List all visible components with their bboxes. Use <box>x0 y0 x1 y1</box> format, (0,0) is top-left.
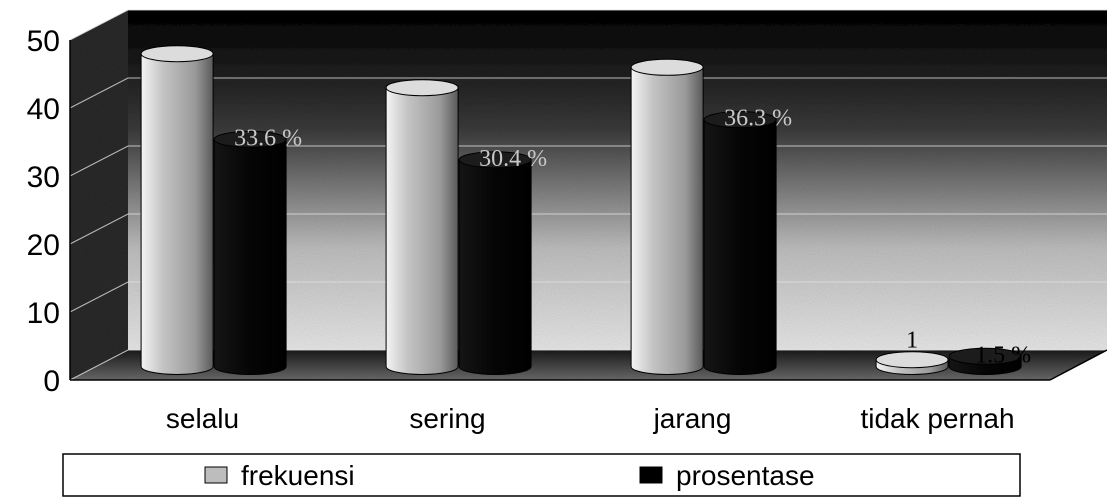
y-tick-label: 40 <box>27 93 60 126</box>
y-axis-ticks: 0 10 20 30 40 50 <box>27 25 60 398</box>
y-tick-label: 50 <box>27 25 60 58</box>
bar-top <box>385 79 459 97</box>
bar-prosentase-tidak-pernah <box>948 347 1022 375</box>
bar-body <box>703 119 777 375</box>
bar-body <box>140 53 214 375</box>
data-label: 1.5 % <box>975 342 1031 368</box>
chart-floor <box>70 350 1107 380</box>
legend-label: frekuensi <box>241 460 355 491</box>
bar-top <box>213 130 287 148</box>
legend-swatch <box>204 466 228 484</box>
chart-back-wall <box>128 10 1107 350</box>
category-labels: selalu sering jarang tidak pernah <box>166 403 1015 434</box>
bar-body <box>213 138 287 375</box>
data-label: 36.3 % <box>724 106 792 132</box>
bar-top <box>630 58 704 76</box>
legend-swatch <box>639 466 663 484</box>
legend: frekuensi prosentase <box>62 453 1021 497</box>
bar-frekuensi-tidak-pernah <box>875 351 949 375</box>
x-category-label: tidak pernah <box>860 403 1014 434</box>
bar-body <box>458 159 532 375</box>
data-label: 33.6 % <box>234 125 302 151</box>
bar-body <box>385 87 459 375</box>
data-labels: 33.6 % 30.4 % 36.3 % 1 1.5 % <box>234 106 1031 369</box>
data-label: 30.4 % <box>479 146 547 172</box>
floor-edge <box>1049 349 1107 381</box>
bar-prosentase-sering <box>458 151 532 375</box>
bar-top <box>703 111 777 129</box>
bar-prosentase-selalu <box>213 130 287 375</box>
bar-top <box>458 151 532 169</box>
bar-top <box>875 351 949 369</box>
bar-prosentase-jarang <box>703 111 777 375</box>
y-tick-label: 30 <box>27 161 60 194</box>
gridline <box>69 349 1107 381</box>
x-category-label: sering <box>409 403 485 434</box>
chart-side-wall <box>70 10 128 380</box>
bar-frekuensi-jarang <box>630 58 704 375</box>
gridline <box>69 9 1107 41</box>
y-tick-label: 10 <box>27 297 60 330</box>
legend-label: prosentase <box>676 460 815 491</box>
y-tick-label: 20 <box>27 229 60 262</box>
bar-top <box>140 45 214 63</box>
bar-top <box>948 347 1022 365</box>
y-tick-label: 0 <box>43 365 60 398</box>
gridline <box>69 281 1107 313</box>
bar-body <box>630 66 704 375</box>
data-label: 1 <box>906 328 918 354</box>
x-category-label: jarang <box>653 403 732 434</box>
gridline <box>69 145 1107 177</box>
x-category-label: selalu <box>166 403 239 434</box>
bar-frekuensi-sering <box>385 79 459 375</box>
gridline <box>69 213 1107 245</box>
axis-lines <box>69 40 1107 381</box>
bar-frekuensi-selalu <box>140 45 214 375</box>
gridlines <box>69 9 1107 381</box>
bars <box>140 45 1022 375</box>
gridline <box>69 77 1107 109</box>
